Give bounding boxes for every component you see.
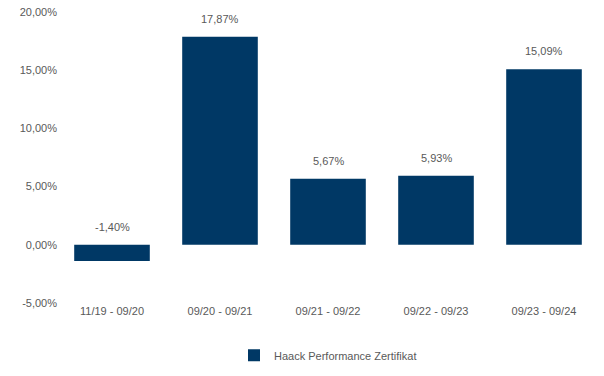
svg-text:5,93%: 5,93% (421, 152, 452, 164)
svg-text:09/23 - 09/24: 09/23 - 09/24 (512, 305, 577, 317)
svg-text:20,00%: 20,00% (20, 6, 58, 18)
svg-text:09/22 - 09/23: 09/22 - 09/23 (404, 305, 469, 317)
svg-text:11/19 - 09/20: 11/19 - 09/20 (80, 305, 144, 317)
svg-text:-5,00%: -5,00% (22, 297, 57, 309)
svg-text:10,00%: 10,00% (20, 122, 58, 134)
svg-text:09/20 - 09/21: 09/20 - 09/21 (188, 305, 253, 317)
svg-text:-1,40%: -1,40% (95, 221, 130, 233)
svg-text:5,00%: 5,00% (26, 180, 57, 192)
svg-text:Haack Performance Zertifikat: Haack Performance Zertifikat (274, 350, 416, 362)
svg-text:15,09%: 15,09% (525, 45, 563, 57)
svg-text:0,00%: 0,00% (26, 239, 57, 251)
svg-text:17,87%: 17,87% (201, 13, 239, 25)
svg-text:15,00%: 15,00% (20, 64, 58, 76)
svg-text:09/21 - 09/22: 09/21 - 09/22 (296, 305, 361, 317)
svg-text:5,67%: 5,67% (313, 155, 344, 167)
